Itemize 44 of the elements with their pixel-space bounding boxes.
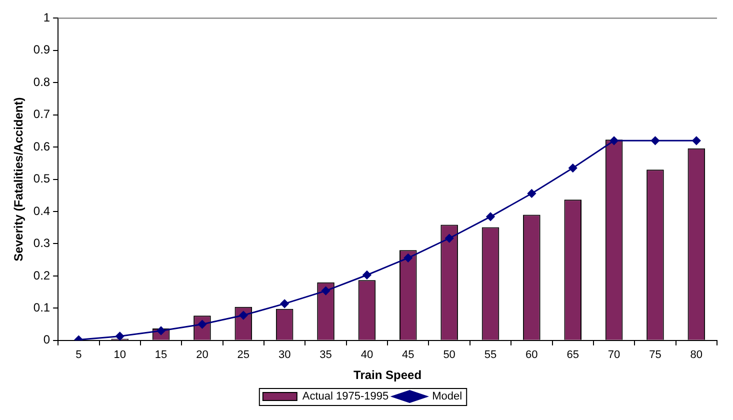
x-tick-label: 30 — [278, 349, 291, 362]
point — [650, 136, 660, 145]
x-tick-label: 60 — [526, 349, 538, 362]
y-axis-title: Severity (Fatalities/Accident) — [12, 97, 26, 262]
y-tick-label: 0.9 — [33, 42, 50, 57]
x-tick-label: 70 — [608, 349, 620, 362]
y-tick-label: 0.2 — [33, 268, 50, 282]
point — [239, 311, 248, 320]
point — [610, 136, 618, 145]
y-tick-label: 0.4 — [33, 204, 50, 218]
point — [280, 299, 289, 308]
x-tick-label: 40 — [360, 349, 374, 362]
x-tick-label: 35 — [320, 349, 332, 362]
y-tick-label: 0.3 — [33, 236, 50, 250]
x-tick-label: 75 — [649, 349, 662, 362]
y-tick-label: 0.8 — [33, 74, 50, 89]
x-axis-title: Train Speed — [354, 368, 422, 382]
point — [404, 254, 412, 262]
x-tick-label: 65 — [566, 349, 579, 362]
point — [362, 270, 372, 280]
x-tick-label: 10 — [114, 349, 126, 362]
x-tick-label: 25 — [237, 349, 250, 362]
y-tick-label: 0.1 — [33, 300, 50, 314]
point — [486, 212, 495, 221]
legend-label: Model — [432, 390, 462, 403]
point — [692, 136, 701, 145]
y-tick-label: 0 — [43, 332, 50, 347]
x-tick-label: 20 — [196, 349, 208, 362]
x-tick-label: 45 — [402, 349, 414, 362]
legend-label: Actual 1975-1995 — [302, 390, 389, 403]
x-tick-label: 55 — [484, 349, 497, 362]
point — [116, 332, 124, 340]
x-tick-label: 15 — [154, 349, 168, 362]
point — [445, 234, 454, 243]
x-tick-label: 50 — [443, 349, 456, 362]
y-tick-label: 0.6 — [33, 139, 50, 154]
point — [322, 286, 330, 296]
point — [568, 164, 578, 172]
y-tick-label: 1 — [43, 10, 50, 25]
y-tick-label: 0.7 — [33, 107, 50, 122]
y-tick-label: 0.5 — [33, 172, 50, 186]
x-tick-label: 5 — [76, 349, 82, 362]
point — [527, 189, 536, 198]
x-tick-label: 80 — [690, 349, 703, 362]
